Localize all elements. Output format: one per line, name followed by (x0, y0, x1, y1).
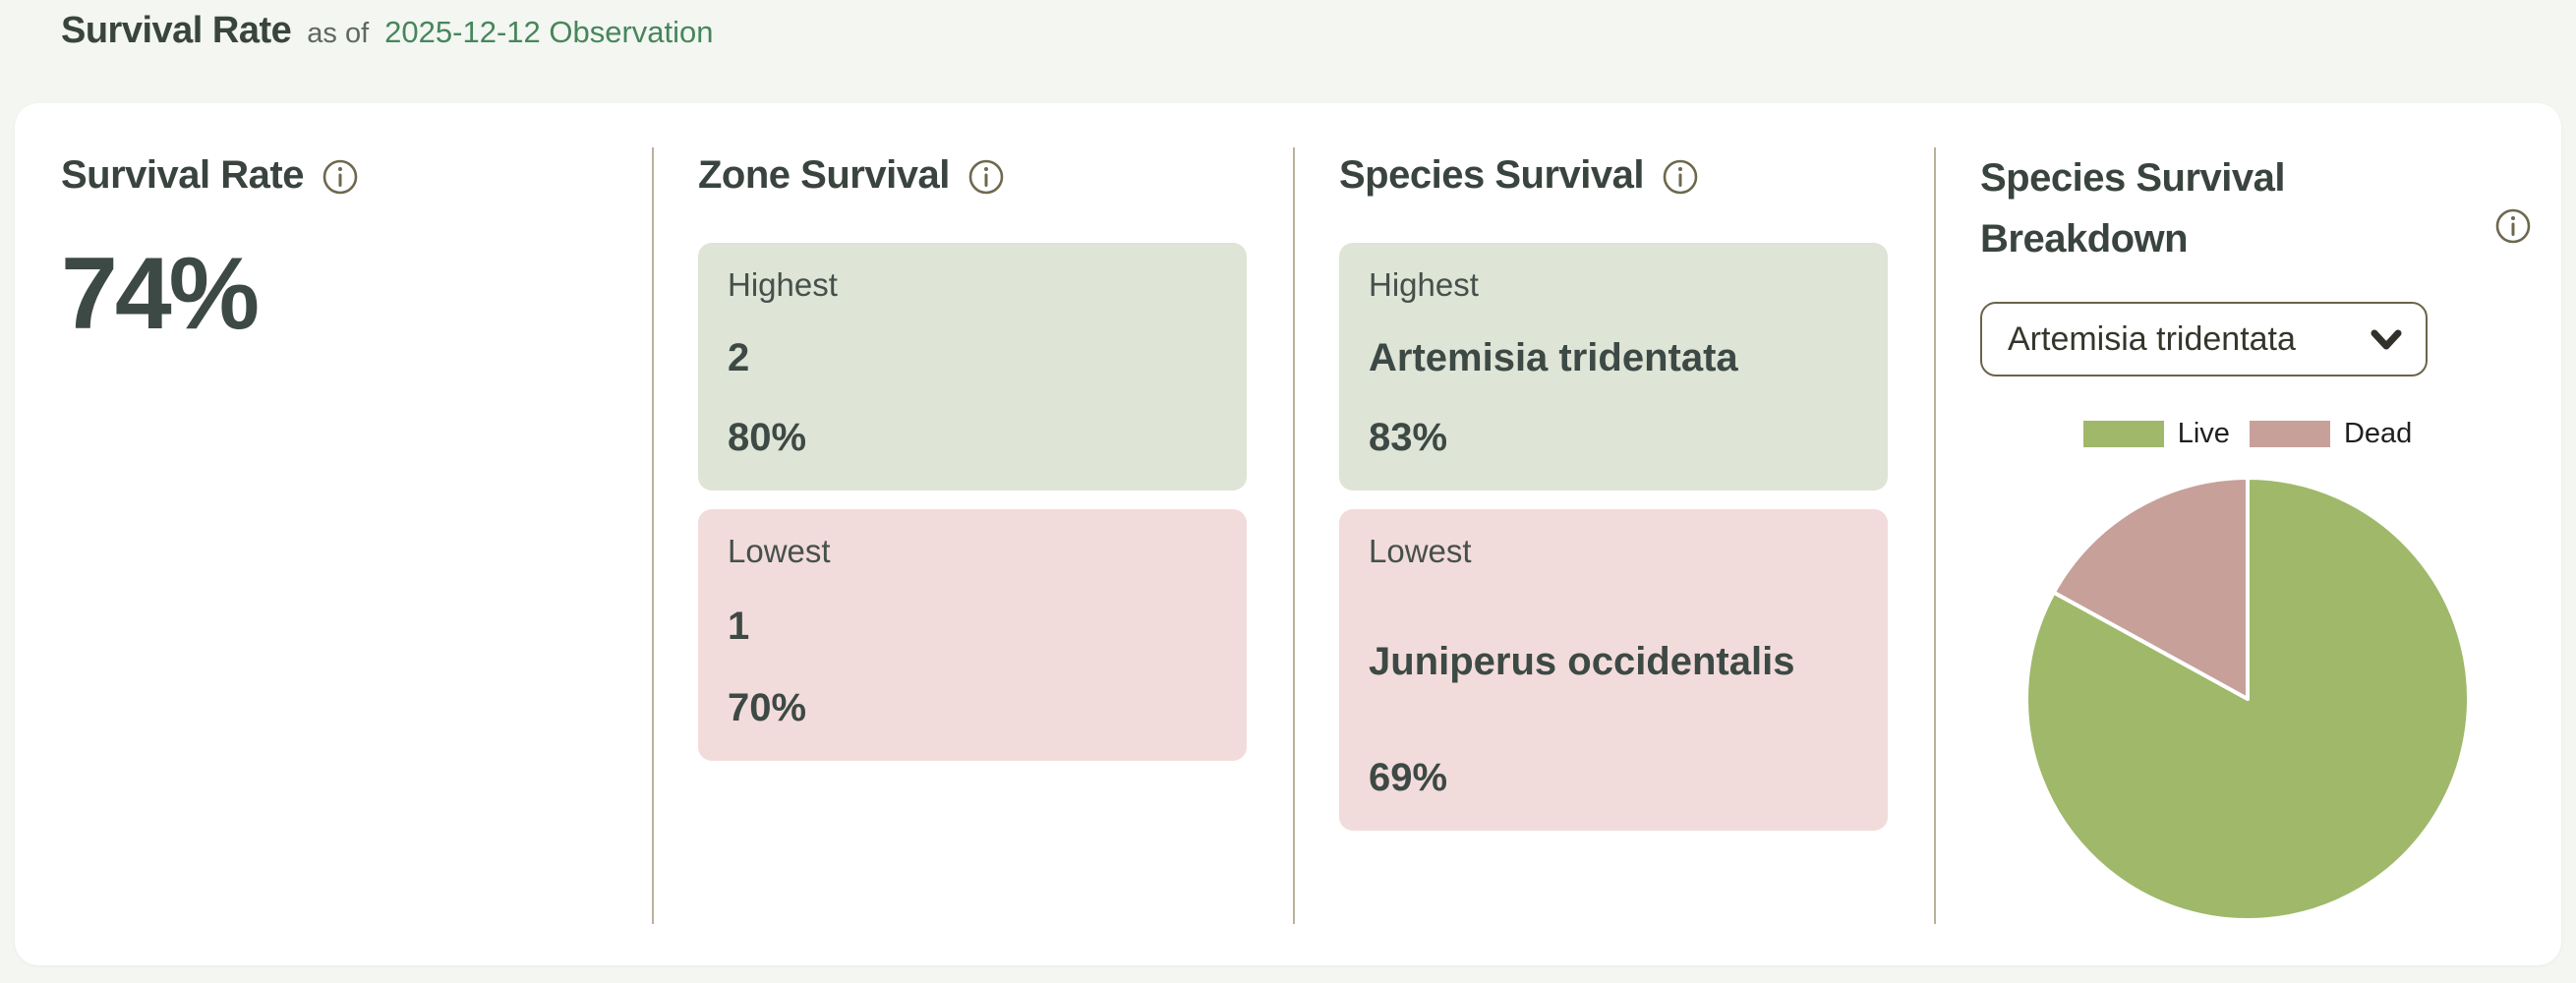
panel-species-survival: Species Survival Highest Artemisia tride… (1293, 103, 1934, 965)
legend-swatch-live (2082, 421, 2164, 447)
column-divider (652, 147, 654, 924)
pie-slice-dead[interactable] (2051, 476, 2250, 701)
zone-highest-box: Highest 2 80% (698, 243, 1247, 491)
info-icon[interactable] (1662, 158, 1699, 196)
legend-item-dead: Dead (2249, 418, 2413, 450)
species-dropdown[interactable]: Artemisia tridentata (1980, 302, 2428, 376)
zone-lowest-box: Lowest 1 70% (698, 509, 1247, 761)
overall-survival-value: 74% (61, 237, 260, 351)
highest-label: Highest (728, 266, 838, 303)
column-divider (1934, 147, 1936, 924)
chevron-down-icon (2371, 329, 2402, 350)
species-dropdown-value: Artemisia tridentata (2008, 319, 2296, 358)
pie-slice-live[interactable] (2024, 476, 2471, 922)
info-icon[interactable] (322, 158, 359, 196)
zone-highest-name: 2 (728, 336, 750, 379)
species-breakdown-pie-chart[interactable] (2020, 472, 2475, 926)
species-highest-box: Highest Artemisia tridentata 83% (1339, 243, 1888, 491)
lowest-label: Lowest (1369, 533, 1472, 569)
zone-lowest-value: 70% (728, 686, 807, 729)
panel-zone-survival-title: Zone Survival (698, 147, 1247, 202)
legend-label-dead: Dead (2343, 418, 2413, 449)
legend-item-live: Live (2082, 418, 2230, 450)
species-lowest-box: Lowest Juniperus occidentalis 69% (1339, 509, 1888, 831)
info-icon[interactable] (2494, 207, 2532, 245)
zone-lowest-name: 1 (728, 605, 750, 648)
legend-swatch-dead (2249, 421, 2330, 447)
panel-title-text: Species Survival (1339, 153, 1644, 197)
species-lowest-name: Juniperus occidentalis (1369, 639, 1795, 683)
lowest-label: Lowest (728, 533, 831, 569)
panel-zone-survival: Zone Survival Highest 2 80% Lowest 1 70% (652, 103, 1293, 965)
panel-species-survival-title: Species Survival (1339, 147, 1888, 202)
pie-chart-wrap (1980, 472, 2515, 926)
info-icon[interactable] (967, 158, 1005, 196)
panel-survival-rate-title: Survival Rate (61, 147, 606, 202)
species-lowest-value: 69% (1369, 756, 1448, 799)
panel-species-breakdown-title: Species Survival Breakdown (1980, 156, 2285, 260)
observation-date-link[interactable]: 2025-12-12 Observation (384, 15, 714, 49)
column-divider (1293, 147, 1295, 924)
species-highest-value: 83% (1369, 416, 1448, 459)
zone-highest-value: 80% (728, 416, 807, 459)
page-header: Survival Rate as of 2025-12-12 Observati… (0, 0, 2576, 52)
highest-label: Highest (1369, 266, 1479, 303)
pie-legend: Live Dead (1980, 418, 2515, 450)
panel-title-text: Survival Rate (61, 153, 304, 197)
species-highest-name: Artemisia tridentata (1369, 336, 1738, 379)
survival-stats-card: Survival Rate 74% Zone Survival Highest … (15, 103, 2561, 965)
as-of-label: as of (307, 18, 370, 49)
legend-label-live: Live (2177, 418, 2230, 449)
page-title: Survival Rate (61, 10, 292, 51)
panel-species-breakdown: Species Survival Breakdown Artemisia tri… (1934, 103, 2561, 965)
panel-title-text: Zone Survival (698, 153, 950, 197)
panel-survival-rate: Survival Rate 74% (15, 103, 652, 965)
